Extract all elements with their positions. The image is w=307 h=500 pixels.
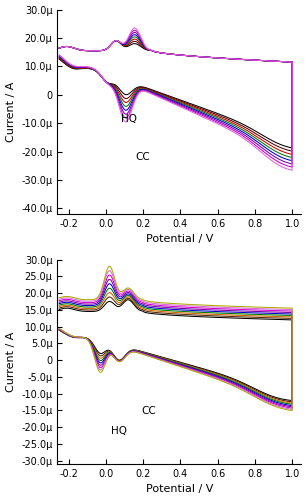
Text: CC: CC [136,152,150,162]
Text: HQ: HQ [111,426,127,436]
Y-axis label: Current / A: Current / A [6,332,16,392]
X-axis label: Potential / V: Potential / V [146,234,213,244]
Y-axis label: Current / A: Current / A [6,82,16,142]
Text: CC: CC [141,406,156,415]
Text: HQ: HQ [121,114,137,124]
X-axis label: Potential / V: Potential / V [146,484,213,494]
